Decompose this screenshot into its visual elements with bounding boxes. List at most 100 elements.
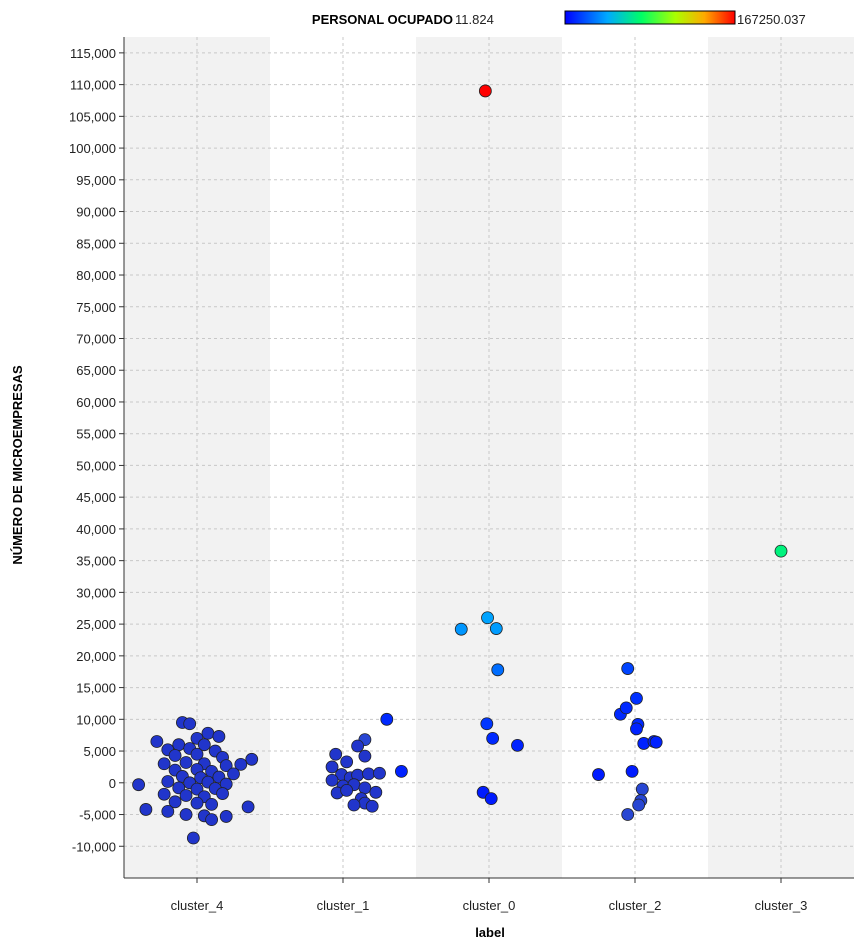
data-point (227, 767, 240, 781)
y-tick-label: 40,000 (76, 522, 116, 537)
y-tick-label: 105,000 (69, 109, 116, 124)
data-point (484, 792, 498, 806)
data-point (186, 831, 200, 845)
y-tick-label: 25,000 (76, 617, 116, 632)
data-point (216, 787, 229, 800)
y-tick-label: 60,000 (76, 395, 116, 410)
color-legend-title: PERSONAL OCUPADO (312, 12, 453, 27)
data-point (168, 749, 182, 762)
y-tick-label: 5,000 (83, 744, 116, 759)
y-tick-label: 100,000 (69, 141, 116, 156)
data-point (630, 691, 643, 705)
data-point (511, 738, 524, 752)
data-point (219, 810, 233, 823)
data-point (219, 759, 233, 773)
data-point (212, 730, 226, 743)
data-point (351, 739, 365, 753)
x-tick-label: cluster_4 (171, 898, 224, 913)
data-point (649, 735, 663, 749)
data-point (183, 717, 197, 731)
data-point (347, 798, 361, 812)
data-point (325, 773, 339, 787)
gridlines (124, 37, 854, 878)
y-tick-label: 65,000 (76, 363, 116, 378)
data-point (486, 731, 500, 745)
data-point (369, 785, 383, 799)
y-tick-label: 110,000 (70, 78, 116, 93)
data-point (157, 757, 171, 771)
data-point (358, 781, 372, 795)
data-point (358, 749, 372, 763)
y-tick-label: 80,000 (76, 268, 116, 283)
data-point (205, 813, 219, 827)
data-point (481, 611, 494, 625)
data-point (630, 722, 643, 736)
data-point (621, 808, 635, 821)
y-tick-label: -5,000 (79, 808, 116, 823)
data-point (161, 775, 175, 788)
data-point (625, 764, 639, 778)
y-tick-label: 75,000 (76, 300, 116, 315)
y-tick-label: 90,000 (76, 205, 116, 220)
data-point (168, 795, 182, 809)
data-point (394, 764, 408, 778)
y-tick-label: 45,000 (76, 490, 116, 505)
data-point (245, 752, 259, 766)
data-point (491, 663, 505, 677)
data-point (621, 662, 635, 675)
data-point (172, 738, 186, 752)
y-axis: 115,000 110,000 105,000 100,000 95,000 90,000… (69, 37, 125, 878)
data-point (454, 622, 468, 636)
data-point (619, 701, 633, 715)
data-point (132, 778, 146, 792)
y-tick-label: 85,000 (76, 236, 116, 251)
y-tick-label: 10,000 (76, 712, 116, 727)
data-point (179, 789, 193, 802)
y-tick-label: 95,000 (76, 173, 116, 188)
x-axis: cluster_4 cluster_1 cluster_0 cluster_2 clus… (124, 877, 854, 913)
data-point (157, 787, 171, 801)
data-point (325, 760, 339, 774)
data-point (161, 804, 175, 818)
data-point (190, 747, 204, 761)
x-axis-title: label (475, 925, 505, 940)
data-point (190, 796, 204, 810)
data-point (592, 768, 605, 781)
y-tick-label: 115,000 (70, 46, 116, 61)
y-tick-label: 70,000 (76, 331, 116, 346)
x-tick-label: cluster_2 (609, 898, 662, 913)
color-legend-gradient (564, 10, 736, 25)
data-point (489, 622, 503, 635)
data-point (362, 767, 375, 781)
y-tick-label: 20,000 (76, 649, 116, 664)
data-point (480, 717, 494, 731)
y-tick-label: -10,000 (72, 839, 116, 854)
y-tick-label: 55,000 (76, 427, 116, 442)
data-point (340, 755, 354, 769)
y-tick-label: 0 (109, 776, 116, 791)
data-point (478, 84, 492, 98)
data-point (179, 756, 193, 769)
data-point (365, 799, 379, 813)
y-tick-label: 50,000 (76, 458, 116, 473)
data-point (197, 738, 211, 752)
data-point (150, 735, 164, 748)
data-point (329, 747, 343, 761)
y-tick-label: 35,000 (76, 554, 116, 569)
data-point (635, 782, 649, 796)
color-legend-min: 11.824 (455, 12, 494, 27)
data-point (373, 766, 386, 780)
data-point (201, 726, 215, 740)
data-point (340, 784, 354, 797)
data-point (380, 712, 394, 726)
x-tick-label: cluster_3 (755, 898, 808, 913)
data-point (632, 798, 646, 812)
color-legend-max: 167250.037 (737, 12, 806, 27)
x-tick-label: cluster_0 (463, 898, 516, 913)
data-point (241, 800, 255, 814)
x-tick-label: cluster_1 (317, 898, 370, 913)
data-points (132, 84, 788, 845)
y-tick-label: 15,000 (76, 681, 116, 696)
color-legend: PERSONAL OCUPADO 11.824 167250.037 (312, 10, 806, 27)
